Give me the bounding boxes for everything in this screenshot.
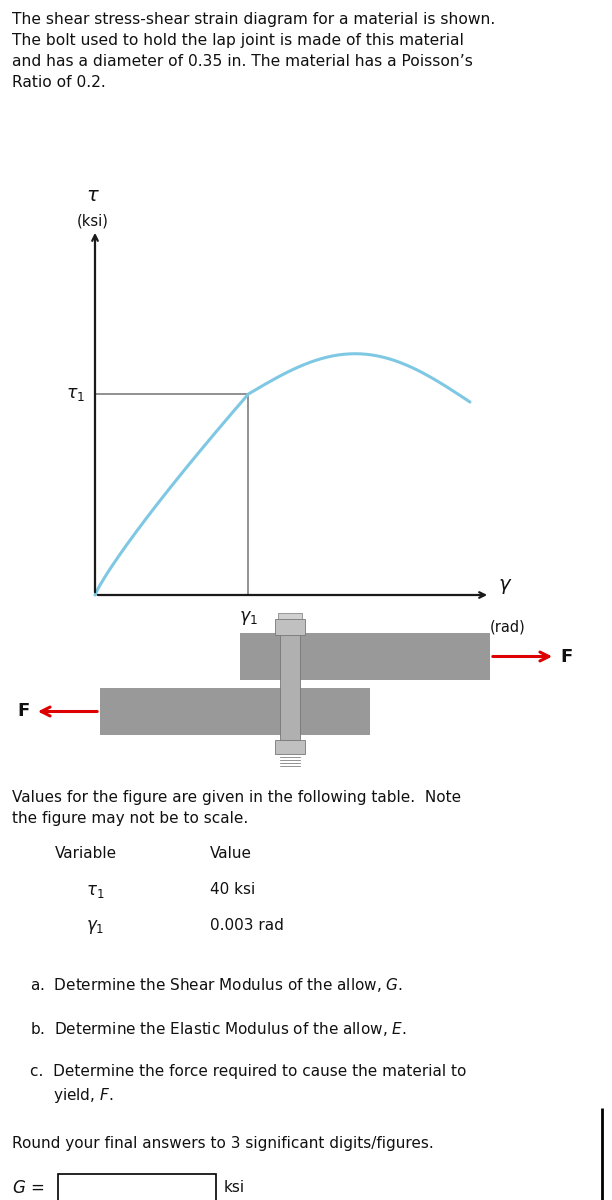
Text: 0.003 rad: 0.003 rad (210, 918, 284, 934)
Text: Variable: Variable (55, 846, 117, 862)
Text: $\tau_1$: $\tau_1$ (66, 385, 85, 403)
Bar (280, 618, 300, 740)
Text: 40 ksi: 40 ksi (210, 882, 255, 898)
Text: The shear stress-shear strain diagram for a material is shown.
The bolt used to : The shear stress-shear strain diagram fo… (12, 12, 495, 90)
Text: F: F (18, 702, 30, 720)
Text: a.  Determine the Shear Modulus of the allow, $G$.: a. Determine the Shear Modulus of the al… (30, 976, 403, 994)
Text: (rad): (rad) (490, 619, 526, 634)
Text: (ksi): (ksi) (77, 214, 109, 228)
Bar (240, 634, 490, 680)
Text: ksi: ksi (224, 1181, 245, 1195)
Text: $\gamma_1$: $\gamma_1$ (239, 608, 258, 626)
Text: $\gamma$: $\gamma$ (498, 577, 512, 596)
Bar (100, 688, 370, 734)
Text: $\gamma_1$: $\gamma_1$ (86, 918, 104, 936)
Bar (275, 619, 305, 635)
Text: F: F (560, 648, 572, 666)
Text: b.  Determine the Elastic Modulus of the allow, $E$.: b. Determine the Elastic Modulus of the … (30, 1020, 406, 1038)
Text: c.  Determine the force required to cause the material to: c. Determine the force required to cause… (30, 1064, 466, 1079)
Bar (275, 740, 305, 754)
Text: Round your final answers to 3 significant digits/figures.: Round your final answers to 3 significan… (12, 1136, 434, 1151)
Text: Values for the figure are given in the following table.  Note
the figure may not: Values for the figure are given in the f… (12, 790, 461, 826)
Text: $\tau$: $\tau$ (86, 186, 100, 205)
Text: Value: Value (210, 846, 252, 862)
Text: $\tau_1$: $\tau_1$ (86, 882, 104, 900)
Text: yield, $F$.: yield, $F$. (53, 1086, 113, 1105)
Text: $G$ =: $G$ = (12, 1178, 44, 1198)
Bar (278, 613, 302, 619)
Bar (58, 1174, 216, 1200)
